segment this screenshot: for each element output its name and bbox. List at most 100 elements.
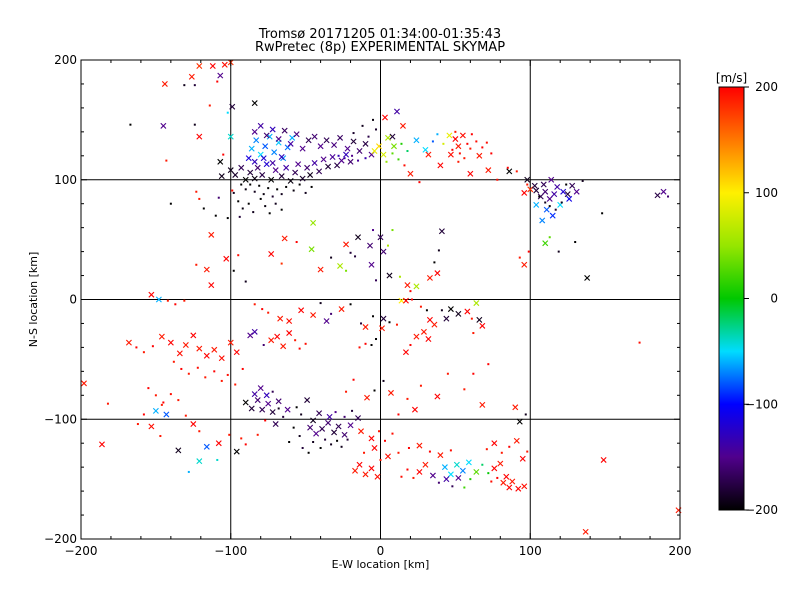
data-point-cross	[660, 188, 667, 195]
data-point-cross	[260, 155, 267, 162]
data-point-cross	[331, 429, 338, 436]
data-point-dot	[398, 275, 401, 278]
data-point-dot	[458, 152, 461, 155]
data-point-cross	[217, 72, 224, 79]
data-point-dot	[361, 124, 364, 127]
data-point-dot	[475, 140, 478, 143]
data-point-dot	[412, 476, 415, 479]
data-point-dot	[232, 191, 235, 194]
data-point-cross	[387, 389, 394, 396]
data-point-dot	[337, 154, 340, 157]
data-point-cross	[281, 235, 288, 242]
data-point-cross	[233, 349, 240, 356]
data-point-dot	[397, 413, 400, 416]
data-point-dot	[373, 389, 376, 392]
y-axis-label: N-S location [km]	[27, 252, 40, 348]
data-point-dot	[193, 84, 196, 87]
chart-subtitle: RwPretec (8p) EXPERIMENTAL SKYMAP	[254, 40, 506, 55]
data-point-dot	[470, 317, 473, 320]
data-point-dot	[234, 383, 237, 386]
data-point-cross	[292, 169, 299, 176]
data-point-cross	[546, 195, 553, 202]
data-point-cross	[398, 297, 405, 304]
data-point-dot	[304, 191, 307, 194]
data-point-dot	[352, 378, 355, 381]
data-point-dot	[400, 475, 403, 478]
data-point-dot	[367, 135, 370, 138]
data-point-cross	[152, 407, 159, 414]
data-point-dot	[554, 208, 557, 211]
data-point-cross	[269, 126, 276, 133]
data-point-cross	[272, 421, 279, 428]
data-point-cross	[310, 312, 317, 319]
data-point-cross	[326, 413, 333, 420]
data-point-cross	[437, 452, 444, 459]
data-point-cross	[654, 192, 661, 199]
data-point-dot	[195, 190, 198, 193]
data-point-dot	[183, 299, 186, 302]
data-point-dot	[472, 332, 475, 335]
data-point-dot	[174, 303, 177, 306]
data-point-dot	[216, 80, 219, 83]
data-point-cross	[232, 171, 239, 178]
data-point-dot	[436, 133, 439, 136]
data-point-dot	[226, 373, 229, 376]
data-point-cross	[304, 397, 311, 404]
data-point-cross	[251, 100, 258, 107]
data-point-dot	[151, 345, 154, 348]
data-point-cross	[329, 154, 336, 160]
data-point-dot	[222, 153, 225, 156]
data-point-cross	[227, 133, 234, 140]
data-point-dot	[548, 205, 551, 208]
data-point-dot	[202, 207, 205, 210]
data-point-cross	[515, 485, 522, 492]
data-point-dot	[240, 437, 243, 440]
data-point-dot	[336, 439, 339, 442]
data-point-cross	[316, 168, 323, 175]
data-point-cross	[343, 241, 350, 248]
data-point-dot	[252, 211, 255, 214]
data-point-cross	[286, 330, 293, 337]
data-point-cross	[564, 191, 571, 198]
data-point-dot	[496, 476, 499, 479]
data-point-cross	[467, 170, 474, 177]
data-point-dot	[169, 393, 172, 396]
data-point-cross	[254, 164, 261, 171]
colorbar-tick-label: −200	[745, 503, 778, 517]
data-point-dot	[472, 372, 475, 375]
data-point-cross	[188, 73, 195, 80]
data-point-cross	[81, 380, 87, 387]
data-point-cross	[229, 103, 236, 110]
data-point-cross	[263, 161, 270, 168]
data-point-cross	[600, 456, 607, 463]
data-point-cross	[281, 127, 288, 134]
data-point-dot	[256, 433, 259, 436]
data-point-cross	[295, 161, 302, 168]
data-point-dot	[204, 376, 207, 379]
data-point-dot	[136, 423, 139, 426]
data-point-dot	[268, 212, 271, 215]
data-point-dot	[360, 322, 363, 325]
data-point-dot	[391, 229, 394, 232]
data-point-cross	[560, 188, 567, 195]
data-point-dot	[391, 432, 394, 435]
data-point-cross	[548, 176, 555, 183]
data-point-dot	[481, 146, 484, 149]
data-point-cross	[221, 61, 228, 68]
data-point-dot	[244, 280, 247, 283]
data-point-dot	[264, 419, 267, 422]
data-point-cross	[506, 168, 513, 175]
data-point-cross	[313, 430, 320, 437]
y-tick-label: −100	[44, 412, 77, 426]
data-point-dot	[217, 196, 220, 199]
data-point-dot	[397, 158, 400, 161]
data-point-cross	[161, 80, 168, 87]
data-point-dot	[330, 256, 333, 259]
data-point-dot	[172, 360, 175, 363]
data-point-cross	[404, 282, 411, 289]
data-point-dot	[667, 195, 670, 198]
data-point-dot	[310, 185, 313, 188]
data-point-cross	[278, 154, 285, 160]
data-point-dot	[437, 481, 440, 484]
data-point-cross	[350, 138, 357, 145]
